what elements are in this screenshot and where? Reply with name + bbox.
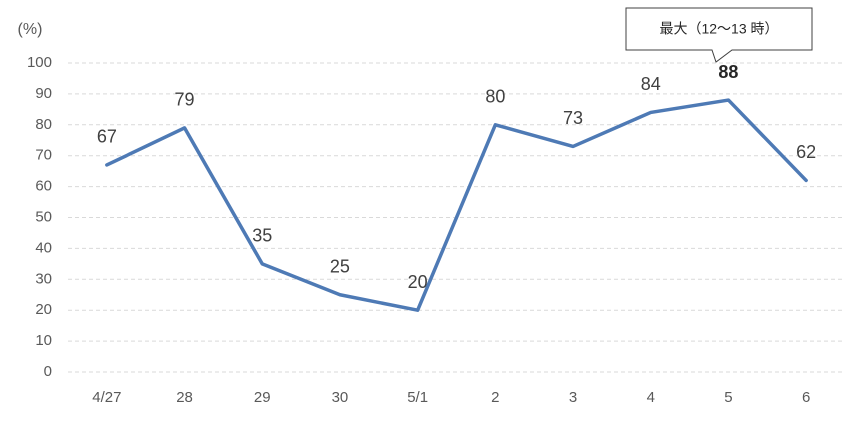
y-tick-label: 40 xyxy=(35,239,52,256)
y-tick-label: 90 xyxy=(35,85,52,102)
annotation-text: 最大（12～13 時） xyxy=(659,21,778,37)
y-tick-label: 80 xyxy=(35,116,52,133)
data-label: 79 xyxy=(175,90,195,110)
data-label: 73 xyxy=(563,108,583,128)
x-tick-label: 6 xyxy=(802,389,810,406)
annotation-callout: 最大（12～13 時） xyxy=(625,7,813,63)
data-label: 25 xyxy=(330,257,350,277)
y-tick-label: 50 xyxy=(35,208,52,225)
x-tick-label: 4/27 xyxy=(92,389,121,406)
x-tick-label: 5/1 xyxy=(407,389,428,406)
x-tick-label: 30 xyxy=(332,389,349,406)
x-tick-label: 28 xyxy=(176,389,193,406)
y-tick-label: 0 xyxy=(44,363,52,380)
data-label: 88 xyxy=(718,62,738,82)
data-label: 62 xyxy=(796,142,816,162)
y-axis-label: (%) xyxy=(18,21,43,38)
data-label: 20 xyxy=(408,272,428,292)
x-tick-label: 29 xyxy=(254,389,271,406)
x-tick-label: 5 xyxy=(724,389,732,406)
y-tick-label: 100 xyxy=(27,54,52,71)
data-label: 80 xyxy=(485,87,505,107)
data-label: 67 xyxy=(97,127,117,147)
x-tick-label: 3 xyxy=(569,389,577,406)
x-tick-label: 2 xyxy=(491,389,499,406)
y-tick-label: 60 xyxy=(35,178,52,195)
data-label: 35 xyxy=(252,226,272,246)
y-tick-label: 20 xyxy=(35,301,52,318)
y-tick-label: 30 xyxy=(35,270,52,287)
data-label: 84 xyxy=(641,74,661,94)
x-tick-label: 4 xyxy=(647,389,655,406)
y-tick-label: 70 xyxy=(35,147,52,164)
callout-box xyxy=(625,7,813,63)
data-line xyxy=(105,98,808,312)
y-tick-label: 10 xyxy=(35,332,52,349)
